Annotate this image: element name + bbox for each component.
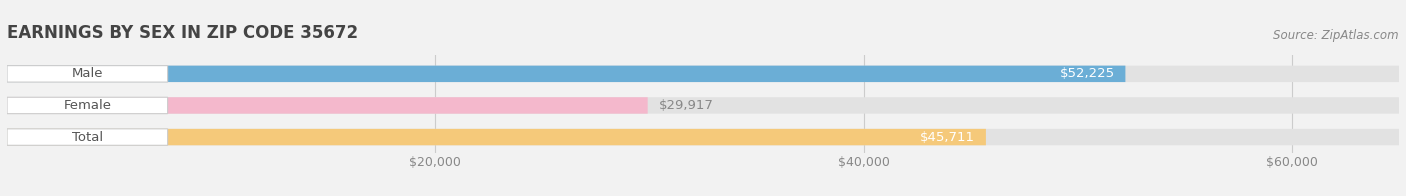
FancyBboxPatch shape bbox=[7, 66, 167, 82]
FancyBboxPatch shape bbox=[7, 66, 1399, 82]
Text: Source: ZipAtlas.com: Source: ZipAtlas.com bbox=[1274, 29, 1399, 42]
FancyBboxPatch shape bbox=[7, 97, 167, 114]
FancyBboxPatch shape bbox=[7, 66, 1125, 82]
Text: Female: Female bbox=[63, 99, 111, 112]
Text: $29,917: $29,917 bbox=[658, 99, 713, 112]
FancyBboxPatch shape bbox=[7, 129, 1399, 145]
Text: $45,711: $45,711 bbox=[920, 131, 976, 144]
Text: $52,225: $52,225 bbox=[1060, 67, 1115, 80]
Text: Total: Total bbox=[72, 131, 103, 144]
FancyBboxPatch shape bbox=[7, 97, 1399, 114]
Text: EARNINGS BY SEX IN ZIP CODE 35672: EARNINGS BY SEX IN ZIP CODE 35672 bbox=[7, 24, 359, 42]
FancyBboxPatch shape bbox=[7, 129, 167, 145]
Text: Male: Male bbox=[72, 67, 103, 80]
FancyBboxPatch shape bbox=[7, 129, 986, 145]
FancyBboxPatch shape bbox=[7, 97, 648, 114]
